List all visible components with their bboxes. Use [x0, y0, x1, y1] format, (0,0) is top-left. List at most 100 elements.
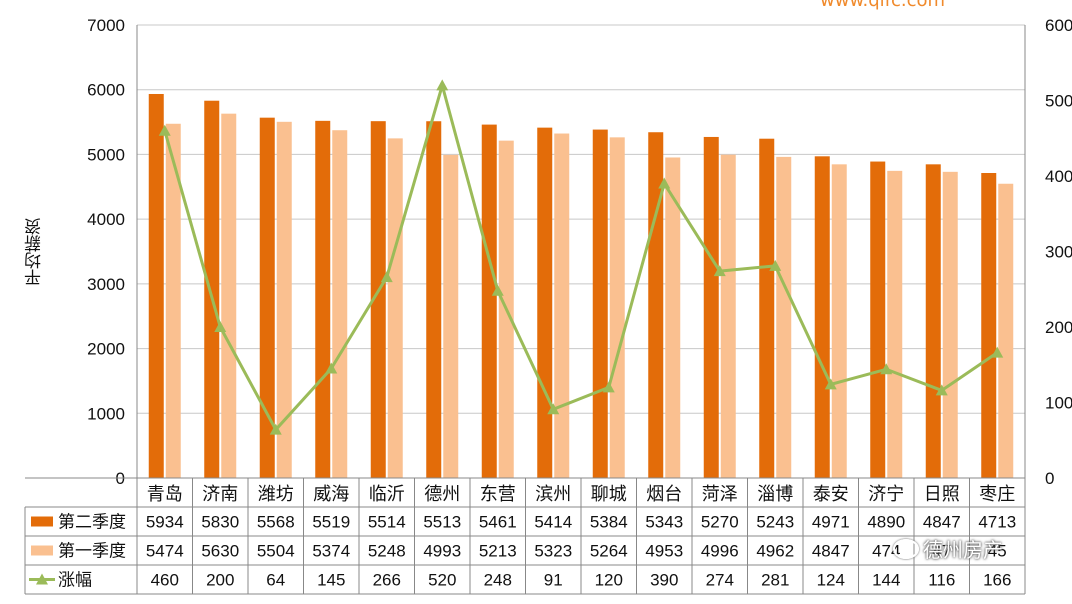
legend-key [31, 545, 53, 556]
bar-q1 [554, 133, 570, 478]
bar-q2 [870, 161, 886, 478]
y2-tick-label: 300 [1045, 243, 1072, 262]
y2-tick-label: 400 [1045, 167, 1072, 186]
wechat-watermark: 德州房产 [893, 534, 1003, 563]
table-value: 5248 [368, 542, 406, 561]
line-series-rise [163, 83, 999, 432]
table-value: 5384 [590, 513, 628, 532]
category-label: 滨州 [535, 484, 571, 505]
table-value: 4971 [812, 513, 850, 532]
table-value: 520 [428, 571, 456, 590]
y-tick-label: 1000 [87, 404, 125, 423]
bar-q2 [426, 121, 442, 479]
y-tick-label: 4000 [87, 210, 125, 229]
table-value: 5504 [257, 542, 295, 561]
y-tick-label: 3000 [87, 275, 125, 294]
bar-q2 [481, 124, 497, 479]
category-label: 济宁 [868, 484, 904, 505]
line-point [491, 284, 504, 296]
bar-q1 [831, 164, 847, 478]
table-value: 200 [206, 571, 234, 590]
y-tick-label: 6000 [87, 81, 125, 100]
line-point [436, 79, 449, 91]
table-value: 5270 [701, 513, 739, 532]
bar-q2 [592, 129, 608, 478]
table-value: 4847 [812, 542, 850, 561]
watermark-text: 德州房产 [923, 538, 1003, 562]
line-point [935, 384, 948, 396]
category-label: 聊城 [591, 484, 627, 505]
y2-tick-label: 100 [1045, 394, 1072, 413]
table-value: 47 [932, 542, 951, 561]
bar-q1 [332, 130, 348, 478]
line-point [214, 321, 227, 332]
category-label: 潍坊 [258, 484, 294, 505]
table-value: 5264 [590, 542, 628, 561]
bar-q1 [942, 171, 958, 478]
table-value: 5630 [201, 542, 239, 561]
legend-label: 涨幅 [58, 571, 92, 591]
legend-label: 第一季度 [58, 542, 126, 562]
line-point [602, 381, 615, 393]
table-value: 5414 [534, 513, 572, 532]
category-label: 东营 [480, 484, 516, 505]
bar-q2 [981, 173, 997, 478]
table-value: 460 [151, 571, 179, 590]
table-value: 5830 [201, 513, 239, 532]
category-label: 菏泽 [702, 484, 738, 505]
category-label: 威海 [313, 484, 349, 505]
category-label: 济南 [202, 484, 238, 505]
category-label: 临沂 [369, 484, 405, 505]
line-point [658, 177, 671, 189]
line-point [769, 259, 782, 271]
table-value: 4996 [701, 542, 739, 561]
category-label: 烟台 [646, 484, 682, 505]
table-value: 281 [761, 571, 789, 590]
bar-q1 [665, 157, 681, 478]
table-value: 4713 [978, 513, 1016, 532]
table-value: 248 [484, 571, 512, 590]
y2-tick-label: 500 [1045, 92, 1072, 111]
table-value: 5213 [479, 542, 517, 561]
table-value: 5513 [423, 513, 461, 532]
bar-q2 [204, 100, 220, 479]
table-value: 5934 [146, 513, 184, 532]
table-value: 5343 [645, 513, 683, 532]
bar-q1 [165, 123, 181, 478]
table-value: 166 [983, 571, 1011, 590]
y-tick-label: 7000 [87, 16, 125, 35]
table-value: 5568 [257, 513, 295, 532]
bar-q2 [259, 117, 275, 478]
table-value: 91 [544, 571, 563, 590]
table-value: 5243 [756, 513, 794, 532]
bar-q2 [648, 132, 664, 478]
table-value: 4847 [923, 513, 961, 532]
line-point [158, 124, 171, 136]
table-value: 120 [595, 571, 623, 590]
bar-q1 [443, 154, 459, 478]
table-value: 64 [266, 571, 285, 590]
legend-label: 第二季度 [58, 513, 126, 533]
bar-q1 [887, 170, 903, 478]
y-tick-label: 2000 [87, 340, 125, 359]
line-point [824, 378, 837, 390]
table-value: 4890 [867, 513, 905, 532]
y2-tick-label: 600 [1045, 16, 1072, 35]
category-label: 青岛 [147, 484, 183, 505]
table-value: 5474 [146, 542, 184, 561]
website-watermark: www.qlfc.com [820, 0, 946, 11]
bar-q1 [609, 137, 625, 478]
legend-key-marker [36, 573, 48, 585]
table-value: 5519 [312, 513, 350, 532]
line-point [713, 265, 726, 277]
category-label: 日照 [924, 484, 960, 505]
bar-q1 [221, 113, 237, 478]
bar-q1 [776, 156, 792, 479]
table-value: 145 [317, 571, 345, 590]
line-point [880, 363, 893, 375]
table-value: 390 [650, 571, 678, 590]
table-value: 4993 [423, 542, 461, 561]
category-label: 枣庄 [979, 484, 1015, 505]
wechat-icon [893, 539, 919, 559]
table-value: 116 [928, 571, 955, 590]
